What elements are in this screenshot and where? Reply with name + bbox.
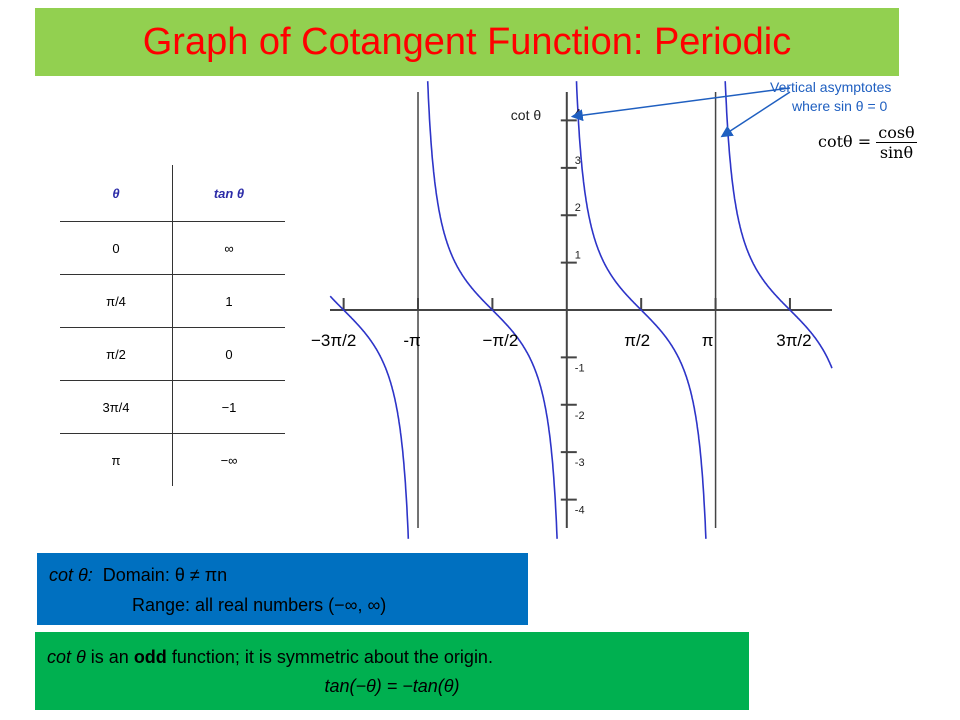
curve-branch [329,295,410,539]
table-cell: π [60,433,173,486]
cot-formula: cotθ = cosθ sinθ [818,123,917,162]
annotation-arrows [570,87,791,138]
odd-bold: odd [133,647,167,667]
asymptote-note: Vertical asymptotes where sin θ = 0 [770,78,960,116]
domain-text: Domain: θ ≠ πn [102,565,228,585]
formula-lhs: cotθ = [818,132,872,151]
table-cell: 3π/4 [60,380,173,434]
odd-mid1: is an [85,647,134,667]
axes [330,92,832,528]
x-tick-label: π/2 [624,331,650,350]
y-tick-label: -3 [575,457,585,469]
formula-denominator: sinθ [879,143,914,162]
table-row: π/4 1 [60,274,285,328]
y-tick-label: -1 [575,362,585,374]
x-tick-label: π [702,331,714,350]
y-tick-label: 4 [575,107,581,119]
odd-mid2: function; it is symmetric about the orig… [166,647,493,667]
table-cell: −∞ [220,452,238,468]
odd-function-statement: cot θ is an odd function; it is symmetri… [47,647,493,668]
table-cell: −1 [172,380,285,434]
x-tick-label: 3π/2 [776,331,811,350]
table-row: π −∞ [60,433,285,486]
formula-numerator: cosθ [876,123,917,143]
odd-pre: cot θ [47,647,86,667]
curve-branch [575,81,707,539]
table-row: π/2 0 [60,327,285,381]
x-tick-label: −3π/2 [311,331,356,350]
table-cell: 1 [172,274,285,328]
table-row: 0 ∞ [60,221,285,275]
domain-range-box: cot θ: Domain: θ ≠ πn Range: all real nu… [37,553,528,625]
domain-label: cot θ: [49,565,93,585]
range-text: Range: all real numbers (−∞, ∞) [132,595,387,615]
curve-branches [329,81,833,539]
slide-title: Graph of Cotangent Function: Periodic [142,21,792,63]
x-tick-label: −π/2 [482,331,518,350]
asymptote-lines [417,92,717,528]
formula-fraction: cosθ sinθ [876,123,917,162]
curve-branch [724,81,833,369]
y-tick-label: -4 [575,505,585,517]
y-axis-label: cot θ [511,107,542,123]
table-cell: 0 [172,327,285,381]
curve-branch [426,81,558,539]
table-row: 3π/4 −1 [60,380,285,434]
y-tick-label: -2 [575,410,585,422]
table-cell: 0 [60,221,173,275]
asymptote-note-line1: Vertical asymptotes [770,79,892,95]
y-tick-label: 3 [575,155,581,167]
odd-function-box: cot θ is an odd function; it is symmetri… [35,632,749,710]
asymptote-arrow [570,87,791,122]
value-table: θ tan θ 0 ∞ π/4 1 π/2 0 3π/4 −1 π −∞ [60,165,285,486]
table-header-tan: tan θ [172,165,285,222]
odd-identity: tan(−θ) = −tan(θ) [324,676,460,696]
table-cell: ∞ [172,221,285,275]
table-header-theta: θ [60,165,173,222]
table-header-row: θ tan θ [60,165,285,222]
title-bar: Graph of Cotangent Function: Periodic [35,8,899,76]
y-tick-label: 1 [575,250,581,262]
x-tick-label: -π [403,331,420,350]
table-cell: π/2 [60,327,173,381]
table-cell: π/4 [60,274,173,328]
y-tick-label: 2 [575,202,581,214]
asymptote-arrow [720,91,791,138]
tick-labels: −3π/2 -π −π/2 π/2 π 3π/2 4 3 2 1 -1 -2 -3 -4 cot θ [311,107,812,517]
asymptote-note-line2: where sin θ = 0 [792,98,888,114]
domain-line: cot θ: Domain: θ ≠ πn [49,565,227,586]
